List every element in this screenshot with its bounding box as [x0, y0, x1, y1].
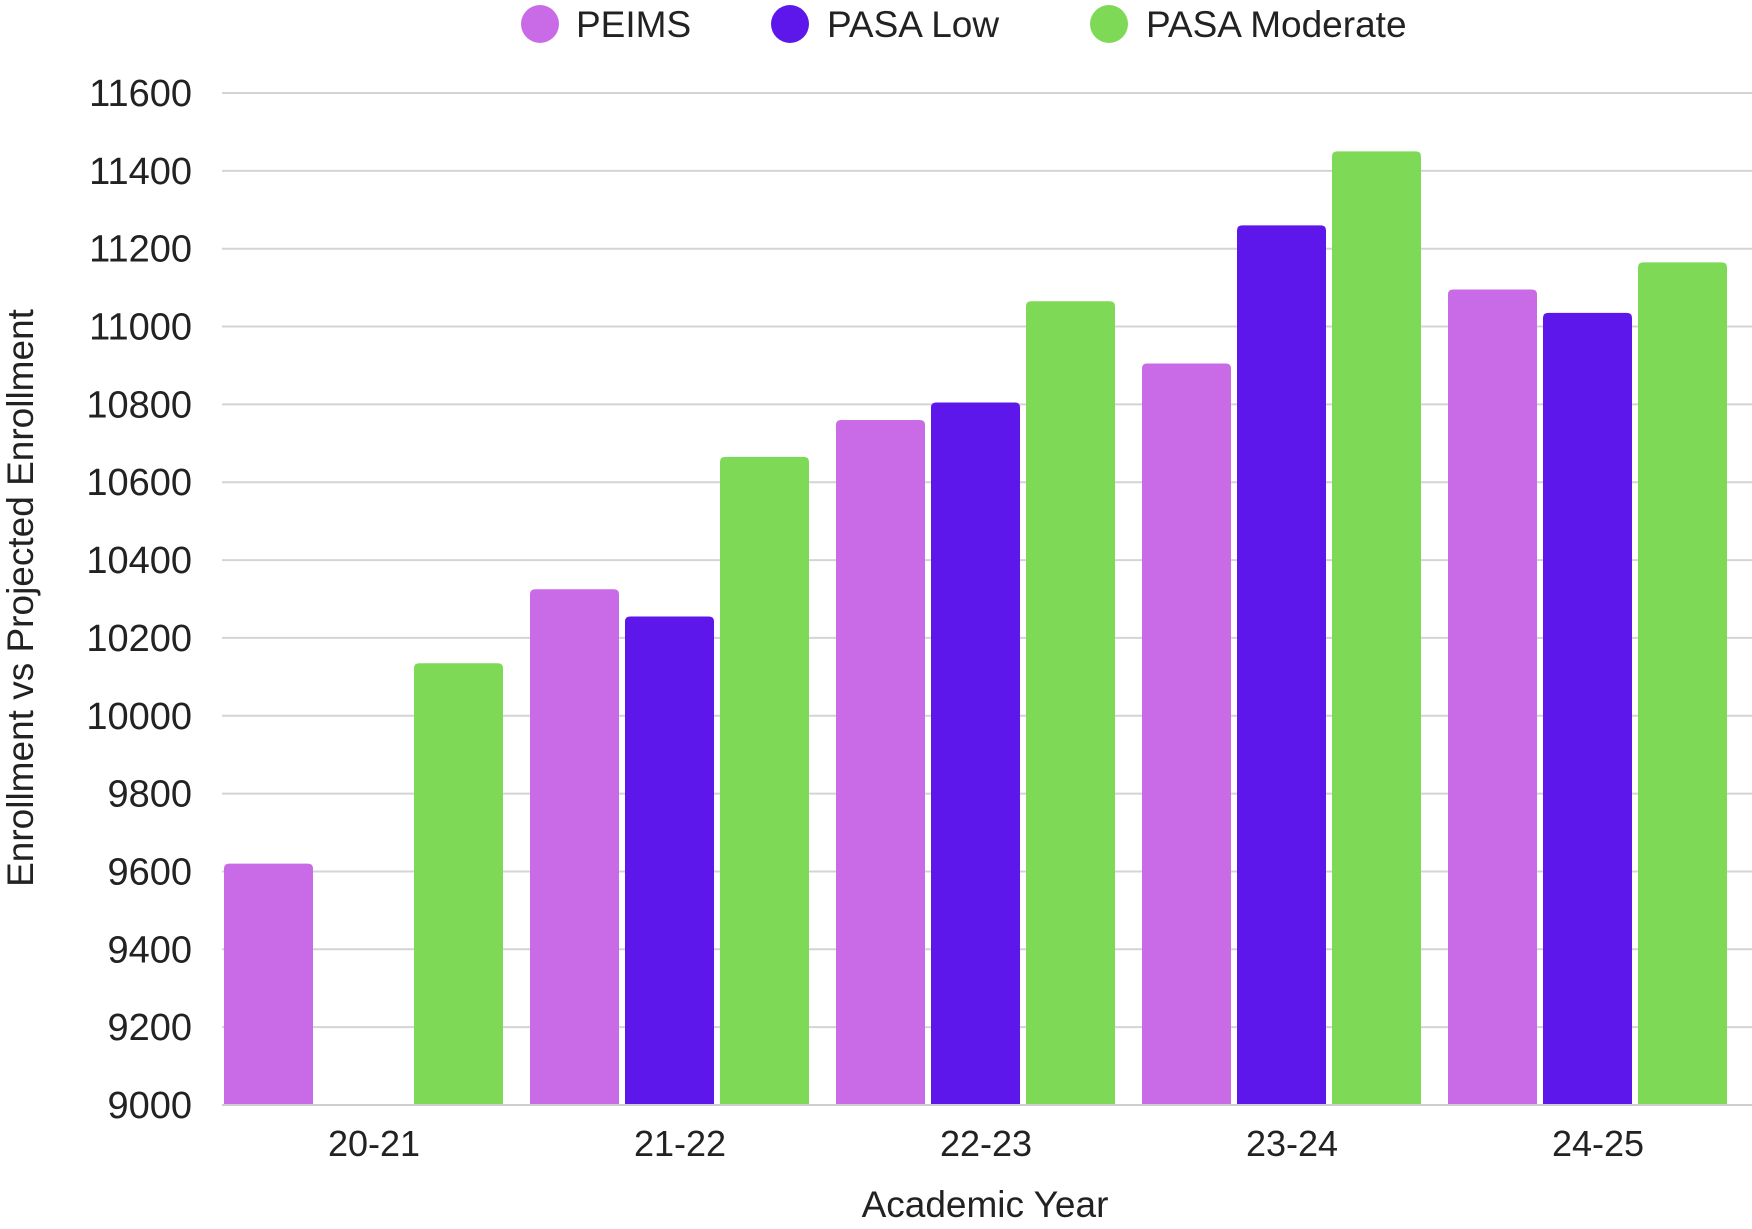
y-tick-label: 9600 — [107, 851, 192, 893]
bar-pasa-moderate — [1026, 301, 1115, 1105]
bars — [224, 151, 1727, 1106]
y-tick-label: 9800 — [107, 774, 192, 816]
legend-marker — [521, 5, 559, 43]
y-tick-label: 10000 — [86, 696, 192, 738]
y-tick-label: 11400 — [89, 151, 192, 193]
x-tick-label: 22-23 — [940, 1123, 1032, 1164]
bar-peims — [530, 589, 619, 1105]
bar-peims — [1448, 289, 1537, 1105]
x-axis-title: Academic Year — [862, 1184, 1109, 1224]
y-tick-label: 9400 — [107, 929, 192, 971]
y-axis-title: Enrollment vs Projected Enrollment — [0, 308, 41, 887]
bar-pasa-low — [1543, 312, 1632, 1105]
x-tick-label: 23-24 — [1246, 1123, 1338, 1164]
bar-pasa-low — [1237, 225, 1326, 1106]
y-tick-label: 9200 — [107, 1007, 192, 1049]
bar-pasa-moderate — [1638, 262, 1727, 1105]
y-tick-label: 11600 — [89, 73, 192, 115]
y-tick-label: 11000 — [89, 307, 192, 349]
legend-marker — [771, 5, 809, 43]
bar-pasa-low — [625, 616, 714, 1105]
y-tick-label: 9000 — [107, 1085, 192, 1127]
bar-pasa-low — [931, 402, 1020, 1105]
legend-marker — [1090, 5, 1128, 43]
bar-pasa-moderate — [1332, 151, 1421, 1105]
y-tick-label: 10400 — [86, 540, 192, 582]
x-tick-label: 24-25 — [1552, 1123, 1644, 1164]
y-tick-label: 10800 — [86, 384, 192, 426]
y-axis-ticks: 9000 9200 9400 9600 9800 10000 10200 10400 10600… — [86, 73, 192, 1127]
legend-label: PASA Moderate — [1146, 4, 1407, 45]
x-axis-ticks: 20-21 21-22 22-23 23-24 24-25 — [328, 1123, 1644, 1164]
y-tick-label: 10200 — [86, 618, 192, 660]
legend: PEIMS PASA Low PASA Moderate — [521, 4, 1407, 45]
y-tick-label: 10600 — [86, 462, 192, 504]
x-tick-label: 20-21 — [328, 1123, 420, 1164]
bar-pasa-moderate — [414, 663, 503, 1105]
x-tick-label: 21-22 — [634, 1123, 726, 1164]
bar-peims — [836, 419, 925, 1105]
y-tick-label: 11200 — [89, 229, 192, 271]
bar-peims — [1142, 363, 1231, 1105]
bar-peims — [224, 863, 313, 1105]
bar-pasa-moderate — [720, 456, 809, 1105]
legend-label: PEIMS — [576, 4, 691, 45]
legend-label: PASA Low — [827, 4, 999, 45]
